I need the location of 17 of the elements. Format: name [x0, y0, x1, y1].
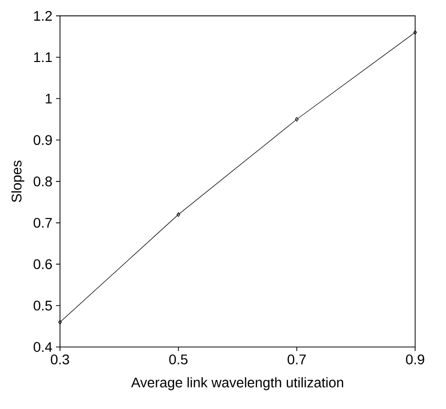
y-tick-label: 1.2 — [34, 10, 52, 21]
x-tick-label: 0.5 — [169, 354, 188, 364]
x-tick-label: 0.7 — [288, 354, 306, 364]
y-tick-label: 0.8 — [34, 176, 52, 186]
y-tick-label: 0.4 — [34, 342, 52, 352]
y-tick-label: 0.9 — [34, 135, 52, 145]
point — [176, 212, 180, 217]
point — [294, 117, 299, 122]
x-axis-title: Average link wavelength utilization — [131, 377, 344, 390]
y-tick-label: 0.5 — [34, 300, 52, 311]
x-tick-label: 0.3 — [50, 354, 70, 364]
y-tick-label: 1.1 — [34, 52, 52, 62]
y-tick-label: 0.6 — [34, 259, 52, 270]
y-tick-label: 0.7 — [34, 218, 52, 228]
y-tick-label: 1 — [46, 94, 52, 104]
x-tick-label: 0.9 — [406, 354, 424, 364]
y-axis-title: Slopes — [11, 160, 24, 202]
